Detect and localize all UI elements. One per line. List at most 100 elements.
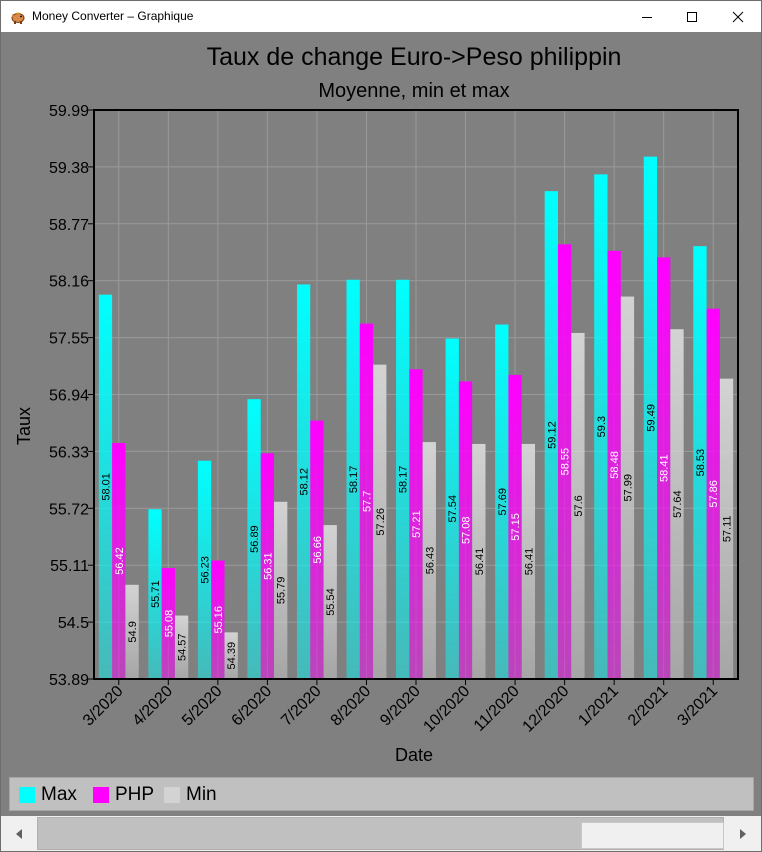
data-label-min: 57.11 (722, 515, 734, 542)
legend-label-php: PHP (115, 784, 155, 805)
data-label-max: 59.12 (546, 421, 558, 449)
piggy-bank-icon (11, 12, 25, 24)
data-label-min: 56.41 (523, 548, 535, 576)
bar-min (274, 501, 288, 679)
data-label-php: 56.31 (262, 552, 274, 580)
x-tick-label: 3/2021 (674, 683, 721, 730)
data-label-min: 54.57 (177, 634, 189, 662)
bar-max (396, 279, 410, 679)
bar-max (643, 156, 658, 679)
minimize-icon (642, 16, 652, 18)
bar-max (495, 324, 509, 679)
data-label-php: 58.48 (609, 451, 621, 479)
y-tick-label: 54.5 (58, 615, 89, 632)
legend-label-min: Min (186, 784, 217, 805)
bar-min (719, 378, 734, 679)
data-label-php: 55.16 (213, 606, 225, 634)
data-label-max: 55.71 (150, 580, 162, 608)
y-tick-label: 59.38 (49, 160, 89, 177)
data-label-max: 59.3 (596, 416, 608, 437)
chart-legend: Max PHP Min (9, 777, 754, 811)
data-label-php: 57.15 (510, 513, 522, 541)
bar-min (521, 443, 536, 679)
data-label-max: 58.12 (299, 468, 311, 496)
bar-php (211, 560, 225, 679)
data-label-max: 58.01 (100, 473, 112, 501)
bar-php (359, 323, 374, 679)
bar-max (296, 284, 311, 679)
x-axis-label: Date (395, 745, 433, 765)
bar-max (148, 509, 162, 679)
data-label-php: 56.42 (114, 547, 126, 575)
bar-php (161, 567, 175, 679)
y-tick-label: 56.94 (49, 388, 89, 405)
x-tick-label: 2/2021 (625, 683, 672, 730)
scroll-right-button[interactable] (725, 816, 760, 851)
y-tick-label: 58.16 (49, 274, 89, 291)
chevron-left-icon (15, 828, 22, 839)
bar-max (98, 294, 113, 679)
legend-label-max: Max (41, 784, 77, 805)
legend-swatch-max (19, 787, 35, 803)
chart-subtitle: Moyenne, min et max (318, 80, 509, 102)
scroll-track[interactable] (37, 817, 724, 850)
y-axis-label: Taux (14, 407, 34, 445)
data-label-min: 57.99 (622, 474, 634, 502)
close-button[interactable] (715, 1, 761, 32)
legend-swatch-php (93, 787, 109, 803)
bar-min (174, 615, 189, 679)
y-tick-label: 59.99 (49, 103, 89, 120)
x-tick-label: 10/2020 (420, 683, 473, 736)
title-bar[interactable]: Money Converter – Graphique (1, 1, 761, 32)
data-label-min: 57.26 (375, 508, 387, 536)
bar-php (557, 244, 572, 680)
y-tick-label: 58.77 (49, 217, 89, 234)
x-tick-label: 11/2020 (471, 683, 523, 735)
bar-min (571, 332, 585, 679)
data-label-php: 55.08 (163, 610, 175, 638)
x-tick-label: 3/2020 (80, 683, 127, 730)
data-label-php: 57.21 (411, 510, 423, 538)
x-tick-label: 7/2020 (278, 683, 325, 730)
data-label-max: 56.23 (200, 556, 212, 584)
bar-min (323, 525, 337, 679)
scroll-thumb[interactable] (581, 822, 724, 849)
data-label-php: 57.7 (361, 491, 373, 512)
maximize-icon (687, 11, 697, 22)
data-label-max: 56.89 (249, 525, 261, 553)
data-label-max: 57.54 (447, 495, 459, 523)
horizontal-scrollbar[interactable] (1, 816, 761, 851)
bar-php (607, 250, 621, 679)
bar-min (125, 584, 139, 679)
y-tick-label: 53.89 (49, 672, 89, 689)
data-label-php: 58.55 (560, 448, 572, 476)
scroll-left-button[interactable] (1, 816, 36, 851)
data-label-min: 57.6 (573, 495, 585, 516)
x-tick-label: 4/2020 (130, 683, 177, 730)
bar-min (472, 443, 486, 679)
data-label-max: 58.17 (348, 466, 360, 494)
bar-max (197, 460, 212, 679)
bar-max (544, 191, 558, 679)
maximize-button[interactable] (669, 1, 715, 32)
exchange-rate-chart: Taux de change Euro->Peso philippin Moye… (14, 43, 739, 765)
data-label-min: 54.39 (226, 642, 238, 670)
chart-title: Taux de change Euro->Peso philippin (207, 43, 622, 71)
x-tick-label: 6/2020 (229, 683, 276, 730)
data-label-php: 56.66 (312, 536, 324, 564)
data-label-php: 57.86 (708, 480, 720, 508)
minimize-button[interactable] (624, 1, 670, 32)
data-label-min: 55.79 (276, 577, 288, 605)
bar-max (445, 338, 459, 679)
data-label-php: 57.08 (461, 516, 473, 544)
x-tick-label: 12/2020 (520, 683, 573, 736)
bar-php (260, 453, 275, 679)
data-label-php: 58.41 (659, 454, 671, 482)
legend-swatch-min (164, 787, 180, 803)
close-icon (732, 11, 744, 22)
data-label-max: 58.53 (695, 449, 707, 477)
data-label-min: 54.9 (127, 621, 139, 642)
bar-php (657, 257, 671, 679)
bar-max (346, 279, 360, 679)
